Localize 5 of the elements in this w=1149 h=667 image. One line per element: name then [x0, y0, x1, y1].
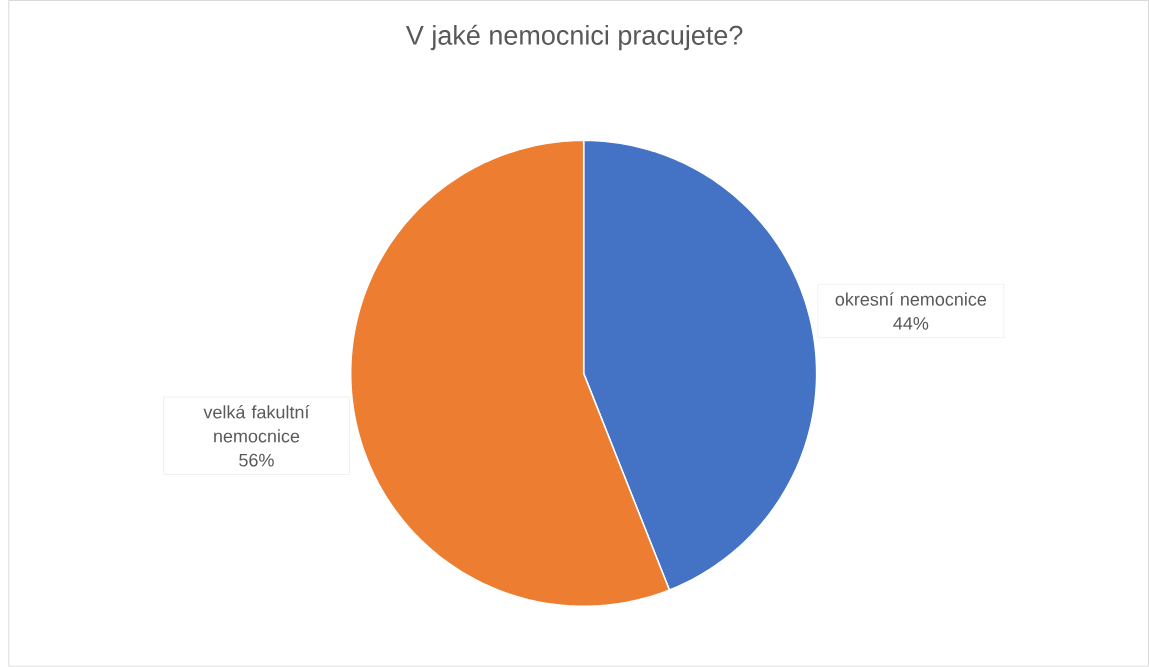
slice-label: okresní nemocnice — [835, 292, 987, 306]
data-label: 56% — [239, 453, 274, 467]
chart-title: V jaké nemocnici pracujete? — [405, 24, 743, 51]
data-label: 44% — [893, 317, 929, 330]
slice-label: velká fakultní nemocnice — [203, 405, 310, 443]
